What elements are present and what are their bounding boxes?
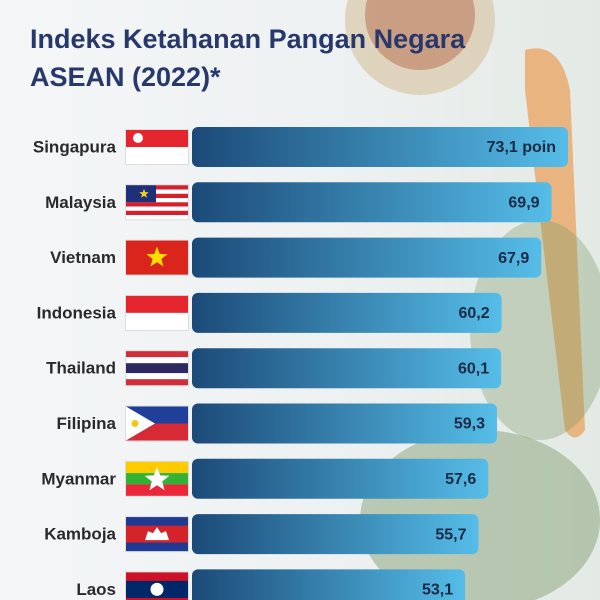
category-label: Vietnam bbox=[50, 248, 116, 267]
chart-title: Indeks Ketahanan Pangan Negara ASEAN (20… bbox=[30, 24, 466, 92]
bar bbox=[192, 458, 489, 499]
bar bbox=[192, 182, 552, 223]
flag-part bbox=[126, 379, 188, 386]
flag bbox=[125, 571, 189, 600]
flag-part bbox=[126, 406, 155, 441]
bar bbox=[192, 569, 466, 600]
flag-part bbox=[126, 202, 188, 207]
flag-star bbox=[139, 188, 149, 198]
value-label: 69,9 bbox=[508, 195, 539, 212]
value-label: 73,1 poin bbox=[487, 139, 556, 156]
flag bbox=[125, 350, 189, 387]
flag bbox=[125, 129, 189, 165]
flag-part bbox=[126, 295, 188, 313]
flag-part bbox=[126, 189, 188, 194]
flag bbox=[125, 184, 189, 221]
bar bbox=[192, 514, 479, 555]
category-label: Singapura bbox=[33, 137, 117, 156]
flag-part bbox=[126, 185, 156, 203]
value-label: 60,2 bbox=[459, 305, 490, 322]
flag-part bbox=[126, 147, 188, 164]
value-label: 55,7 bbox=[435, 526, 466, 543]
flag-part bbox=[126, 363, 188, 374]
flag-part bbox=[126, 206, 188, 211]
category-label: Filipina bbox=[57, 414, 117, 433]
flag-part bbox=[126, 373, 188, 380]
flag-part bbox=[126, 130, 188, 147]
flag-part bbox=[126, 312, 188, 330]
flag-part bbox=[126, 357, 188, 364]
flag bbox=[125, 516, 189, 553]
flag-part bbox=[150, 582, 164, 596]
flag-part bbox=[126, 210, 188, 216]
flag-part bbox=[126, 215, 188, 220]
category-label: Kamboja bbox=[44, 525, 116, 544]
value-label: 57,6 bbox=[445, 471, 476, 488]
flag bbox=[125, 239, 189, 276]
flag-part bbox=[126, 198, 188, 203]
bar bbox=[192, 348, 502, 389]
flag-star bbox=[144, 466, 170, 491]
category-label: Myanmar bbox=[41, 469, 116, 488]
bar bbox=[192, 403, 498, 444]
value-label: 67,9 bbox=[498, 250, 529, 267]
category-label: Laos bbox=[76, 580, 116, 599]
flag-part bbox=[126, 351, 188, 358]
flag-star bbox=[146, 246, 168, 267]
flag bbox=[125, 405, 189, 442]
category-label: Thailand bbox=[46, 359, 116, 378]
bar bbox=[192, 237, 542, 278]
bar bbox=[192, 127, 568, 167]
bar bbox=[192, 292, 502, 333]
value-label: 59,3 bbox=[454, 416, 485, 433]
flag-part bbox=[133, 133, 143, 143]
flag-part bbox=[145, 527, 169, 541]
flag-part bbox=[131, 420, 139, 427]
category-label: Malaysia bbox=[45, 193, 116, 212]
flag bbox=[125, 294, 189, 331]
value-label: 60,1 bbox=[458, 360, 489, 377]
value-label: 53,1 bbox=[422, 582, 453, 599]
flag-part bbox=[126, 193, 188, 199]
flag-part bbox=[126, 484, 188, 496]
category-label: Indonesia bbox=[37, 303, 117, 322]
flag bbox=[125, 460, 189, 497]
flag-part bbox=[126, 185, 188, 190]
